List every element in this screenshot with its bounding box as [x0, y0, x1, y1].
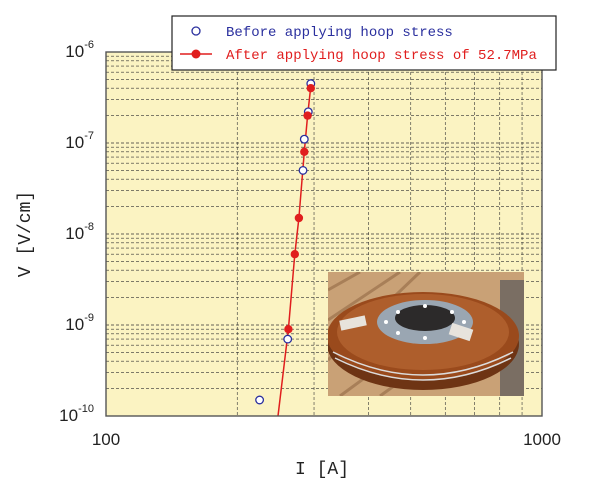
x-tick-labels: 100 1000 [92, 430, 561, 449]
coil-bolts [384, 304, 466, 340]
point-after [294, 213, 304, 223]
legend-box [171, 15, 557, 71]
x-tick-1000: 1000 [523, 430, 561, 449]
coil-lead-tape-2 [448, 322, 474, 342]
legend-label-before: Before applying hoop stress [226, 25, 453, 41]
x-tick-100: 100 [92, 430, 120, 449]
point-before [298, 165, 308, 175]
y-tick-1e-7: 10-7 [65, 130, 94, 152]
coil-bore [395, 305, 455, 331]
y-tick-1e-9: 10-9 [65, 312, 94, 334]
coil-photo-inset [328, 272, 524, 396]
x-axis-label: I [A] [295, 460, 349, 480]
data-points [255, 79, 316, 405]
y-tick-1e-8: 10-8 [65, 221, 94, 243]
legend-label-after: After applying hoop stress of 52.7MPa [226, 48, 537, 64]
coil-lead-tape [339, 315, 367, 331]
legend-marker-before [191, 26, 201, 36]
point-after [290, 250, 299, 259]
y-tick-1e-6: 10-6 [65, 39, 94, 61]
legend-marker-after [191, 49, 201, 59]
point-before [255, 395, 265, 405]
point-before [283, 334, 293, 344]
y-tick-1e-10: 10-10 [59, 403, 94, 425]
legend: Before applying hoop stress After applyi… [171, 15, 557, 71]
point-after [284, 325, 293, 334]
y-axis-label: V [V/cm] [16, 191, 36, 277]
point-after [306, 84, 315, 93]
point-after [300, 147, 309, 156]
point-before [299, 134, 309, 144]
point-after [303, 111, 312, 120]
coil-stripes [332, 351, 514, 381]
y-tick-labels: 10-10 10-9 10-8 10-7 10-6 [59, 39, 94, 425]
